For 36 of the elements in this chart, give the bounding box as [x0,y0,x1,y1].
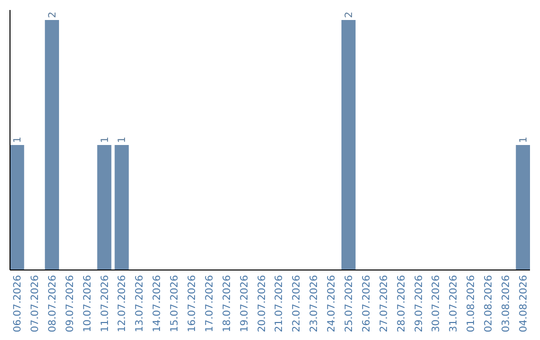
data-label: 2 [47,12,58,18]
x-tick-label: 01.08.2026 [466,275,478,332]
x-tick-label: 25.07.2026 [344,275,355,332]
x-tick-label: 08.07.2026 [47,275,58,332]
x-tick-label: 09.07.2026 [64,275,76,332]
x-tick-label: 29.07.2026 [414,275,425,332]
data-label: 1 [100,136,111,143]
data-label: 2 [344,12,355,18]
x-tick-label: 24.07.2026 [326,275,338,332]
x-tick-label: 31.07.2026 [448,275,460,332]
x-tick-label: 14.07.2026 [152,275,164,332]
x-tick-label: 02.08.2026 [484,275,495,332]
x-tick-label: 26.07.2026 [361,275,372,332]
data-label: 1 [117,136,128,143]
x-tick-label: 04.08.2026 [518,275,530,332]
x-tick-label: 17.07.2026 [204,275,216,332]
x-tick-label: 27.07.2026 [378,275,390,332]
x-tick-label: 03.08.2026 [500,275,512,332]
x-tick-label: 10.07.2026 [82,275,94,332]
x-tick-label: 16.07.2026 [187,275,198,332]
x-tick-label: 11.07.2026 [100,275,111,332]
x-tick-label: 20.07.2026 [256,275,268,332]
x-tick-label: 06.07.2026 [12,275,24,332]
data-label: 1 [12,136,24,143]
x-tick-label: 23.07.2026 [309,275,320,332]
data-label: 1 [518,136,530,143]
x-tick-label: 07.07.2026 [30,275,42,332]
x-tick-label: 18.07.2026 [222,275,233,332]
x-tick-label: 30.07.2026 [431,275,442,332]
x-tick-label: 15.07.2026 [170,275,181,332]
x-tick-label: 19.07.2026 [239,275,250,332]
x-tick-label: 28.07.2026 [396,275,408,332]
x-tick-label: 21.07.2026 [274,275,286,332]
x-tick-label: 22.07.2026 [292,275,303,332]
x-tick-label: 12.07.2026 [117,275,128,332]
x-tick-label: 13.07.2026 [134,275,146,332]
